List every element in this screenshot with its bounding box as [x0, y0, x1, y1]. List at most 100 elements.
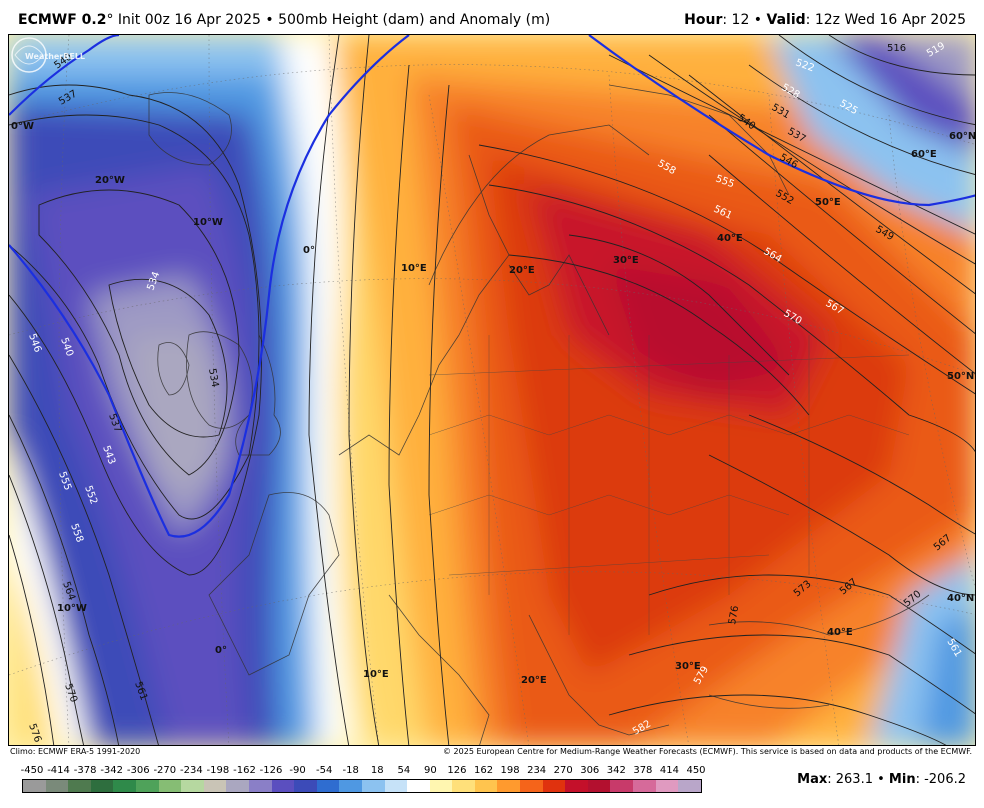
lonlat-labels: 0°W 20°W 10°W 0° 10°E 20°E 30°E 40°E 50°…	[11, 121, 975, 686]
colorbar-tick-label: 306	[580, 765, 600, 776]
hour-value: : 12	[722, 12, 750, 28]
colorbar-swatch	[294, 780, 317, 792]
colorbar-tick-label: 414	[659, 765, 679, 776]
colorbar-swatch	[339, 780, 362, 792]
lon-label: 0°W	[11, 121, 34, 132]
lon-label: 20°W	[95, 175, 125, 186]
valid-value: : 12z Wed 16 Apr 2025	[805, 12, 966, 28]
colorbar-tick-label: 90	[424, 765, 437, 776]
header-valid: Hour: 12 • Valid: 12z Wed 16 Apr 2025	[684, 12, 966, 28]
header: ECMWF 0.2° Init 00z 16 Apr 2025 • 500mb …	[0, 0, 984, 34]
colorbar-swatch	[429, 780, 453, 792]
colorbar-tick-label: 450	[686, 765, 706, 776]
separator: •	[749, 12, 767, 28]
colorbar-tick-label: -414	[47, 765, 70, 776]
separator: •	[260, 12, 279, 28]
colorbar-tick-label: -162	[233, 765, 256, 776]
colorbar-legend: -450 -414 -378 -342 -306 -270 -234 -198 -162 -126…	[18, 765, 706, 795]
lon-label: 0°	[215, 645, 227, 656]
colorbar-swatch	[181, 780, 204, 792]
colorbar-tick-label: -450	[20, 765, 44, 776]
degree-symbol: °	[106, 12, 114, 28]
map-canvas: 0°W 20°W 10°W 0° 10°E 20°E 30°E 40°E 50°…	[9, 35, 975, 745]
colorbar-tick-label: 18	[370, 765, 384, 776]
weatherbell-logo: WeatherBELL	[11, 37, 85, 73]
colorbar-tick-label: 270	[553, 765, 573, 776]
colorbar-tick-label: -126	[259, 765, 283, 776]
max-min-readout: Max: 263.1 • Min: -206.2	[797, 772, 966, 787]
colorbar-swatch	[565, 780, 588, 792]
lon-label: 40°E	[717, 233, 743, 244]
colorbar-swatch	[587, 780, 611, 792]
contour-label: 576	[727, 605, 741, 626]
colorbar-swatch	[361, 780, 385, 792]
lon-label: 10°E	[363, 669, 389, 680]
country-borders	[428, 335, 910, 635]
lon-label: 30°E	[675, 661, 701, 672]
colorbar-tick-label: -18	[342, 765, 359, 776]
anomaly-field	[9, 35, 975, 745]
colorbar-swatch	[474, 780, 498, 792]
colorbar-swatch	[68, 780, 91, 792]
hour-label: Hour	[684, 12, 723, 28]
colorbar-tick-label: -270	[153, 765, 177, 776]
contour-label: 516	[887, 43, 906, 54]
lon-label: 10°W	[57, 603, 87, 614]
colorbar-tick-label: 198	[500, 765, 520, 776]
colorbar-swatch	[452, 780, 475, 792]
colorbar-swatch	[407, 780, 430, 792]
height-contours	[9, 35, 975, 745]
lon-label: 60°E	[911, 149, 937, 160]
colorbar	[22, 779, 702, 793]
colorbar-tick-label: 54	[397, 765, 411, 776]
colorbar-swatch	[633, 780, 656, 792]
colorbar-tick-label: 162	[473, 765, 494, 776]
lat-label: 40°N	[947, 593, 974, 604]
min-label: Min	[888, 772, 916, 787]
colorbar-tick-label: -378	[73, 765, 97, 776]
lon-label: 20°E	[521, 675, 547, 686]
colorbar-swatch	[248, 780, 272, 792]
copyright-credit: © 2025 European Centre for Medium-Range …	[443, 747, 972, 756]
separator: •	[872, 772, 889, 787]
lon-label: 50°E	[815, 197, 841, 208]
colorbar-tick-label: 234	[527, 765, 547, 776]
model-name: ECMWF 0.2	[18, 12, 107, 28]
colorbar-tick-label: -306	[126, 765, 150, 776]
climo-credit: Climo: ECMWF ERA-5 1991-2020	[10, 747, 141, 756]
logo-text: WeatherBELL	[25, 52, 85, 61]
colorbar-swatch	[520, 780, 543, 792]
init-time: Init 00z 16 Apr 2025	[113, 12, 261, 28]
lon-label: 10°W	[193, 217, 223, 228]
colorbar-swatch	[23, 780, 46, 792]
lon-label: 20°E	[509, 265, 535, 276]
valid-label: Valid	[766, 12, 806, 28]
lon-label: 0°	[303, 245, 315, 256]
colorbar-tick-label: 126	[447, 765, 467, 776]
colorbar-swatch	[113, 780, 136, 792]
colorbar-swatch	[203, 780, 227, 792]
colorbar-swatch	[90, 780, 114, 792]
colorbar-swatch	[135, 780, 159, 792]
colorbar-tick-label: 378	[633, 765, 653, 776]
weather-map[interactable]: 0°W 20°W 10°W 0° 10°E 20°E 30°E 40°E 50°…	[8, 34, 976, 746]
colorbar-swatch	[316, 780, 340, 792]
colorbar-tick-label: -342	[100, 765, 124, 776]
colorbar-tick-label: -198	[206, 765, 230, 776]
header-title: ECMWF 0.2° Init 00z 16 Apr 2025 • 500mb …	[18, 12, 550, 28]
colorbar-swatch	[655, 780, 679, 792]
lat-label: 50°N	[947, 371, 974, 382]
colorbar-swatch	[497, 780, 521, 792]
colorbar-swatch	[542, 780, 566, 792]
max-value: : 263.1	[827, 772, 873, 787]
colorbar-tick-label: -90	[289, 765, 306, 776]
colorbar-labels: -450 -414 -378 -342 -306 -270 -234 -198 -162 -126…	[18, 765, 706, 779]
contour-label: 534	[206, 368, 220, 389]
colorbar-swatch	[158, 780, 182, 792]
colorbar-swatch	[384, 780, 408, 792]
lon-label: 40°E	[827, 627, 853, 638]
colorbar-swatch	[610, 780, 634, 792]
contour-540-highlight	[9, 35, 975, 538]
colorbar-swatch	[45, 780, 69, 792]
colorbar-swatch	[678, 780, 701, 792]
